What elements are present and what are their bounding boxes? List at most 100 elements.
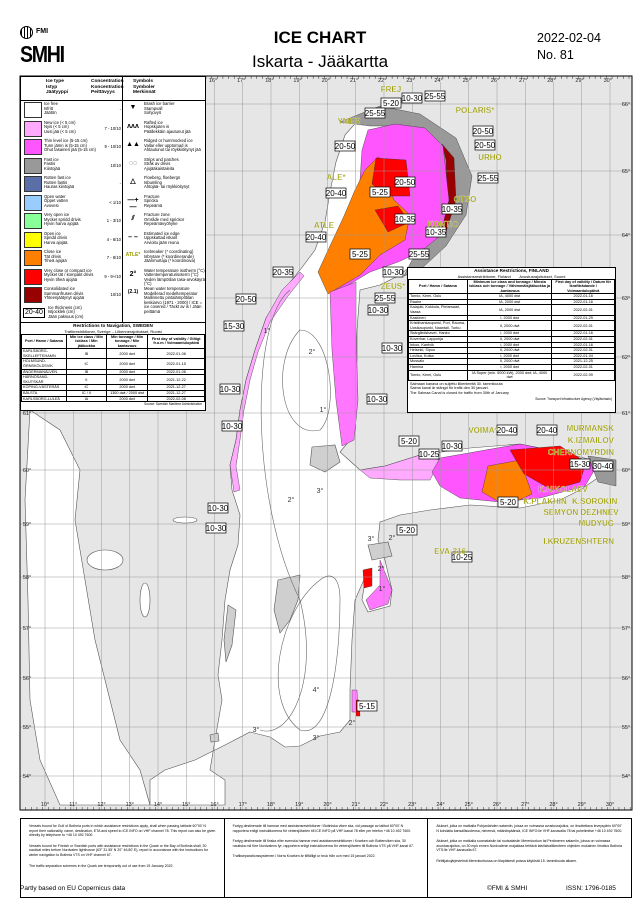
table-cell: IA, 4000 dwt — [466, 293, 553, 300]
table-cell: 2022-01-04 — [551, 352, 615, 360]
icebreaker-label: K.IZMAILOV — [568, 436, 615, 445]
isotherm-label: 2° — [389, 534, 396, 542]
ice-thickness-text: 20-50 — [236, 295, 257, 304]
icebreaker-label: VOIMA* — [468, 426, 498, 435]
symbol-label: Mean water temperature Modellerad medelte… — [144, 286, 203, 314]
table-row: Inkoo, Kantvik I, 2000 dwt 2022-01-16 — [408, 341, 615, 349]
longitude-label: 26° — [493, 802, 501, 808]
latitude-label: 55° — [23, 725, 31, 731]
ice-thickness-text: 15-30 — [224, 322, 245, 331]
legend-row: New ice (< 5 cm) Nyis (< 5 cm) Uusi jää (<… — [21, 120, 205, 139]
longitude-label: 12° — [97, 802, 105, 808]
isotherm-label: 3° — [368, 535, 375, 543]
legend-header-rule — [21, 100, 205, 101]
symbol-label: Strips and patches Stråk av drivis Ajojääk… — [144, 156, 179, 171]
legend-header-ice-type: Ice type Istyp Jäätyyppi — [46, 79, 69, 95]
table-row: Loviisa, Kotka I, 2000 dwt 2022-01-04 — [408, 352, 615, 360]
ice-thickness-text: 5-20 — [383, 99, 400, 108]
legend-row: Consolidated ice Sammanfrusen drivis Yhtee… — [21, 286, 205, 313]
table-cell: 2000 dwt — [105, 358, 149, 370]
ice-thickness-label: 10-30 — [367, 304, 389, 316]
ice-thickness-text: 25-55 — [425, 92, 446, 101]
latitude-label: 54° — [622, 774, 630, 780]
longitude-label: 16° — [209, 78, 217, 84]
finland-table-notes: Saimaan kanava on suljettu liikenteeltä … — [408, 381, 615, 397]
table-cell: 2022-01-15 — [147, 358, 205, 370]
saimaa-note-sv: Saima kanal är stängd för trafik den 30 … — [410, 386, 489, 391]
legend-row: Open ice Spridd drivis Harva ajojää 4 - 6/… — [21, 231, 205, 250]
ice-type-swatch — [24, 194, 42, 211]
table-row: ÅNGERMANÄLVEN IB 2000 dwt 2022-01-06 — [20, 368, 205, 376]
longitude-label: 26° — [491, 78, 499, 84]
table-cell: 2022-01-16 — [551, 330, 615, 337]
latitude-label: 65° — [622, 169, 630, 175]
table-cell: 2021-12-22 — [147, 374, 205, 386]
ice-thickness-text: 10-35 — [426, 228, 447, 237]
ice-thickness-text: 20-40 — [497, 426, 518, 435]
ice-thickness-text: 10-30 — [206, 524, 227, 533]
ice-thickness-text: 10-30 — [222, 422, 243, 431]
ice-type-swatch — [24, 102, 42, 118]
very-close-ice-gulf-riga — [362, 567, 373, 589]
table-cell: 2000 dwt — [105, 348, 149, 360]
longitude-label: 25° — [463, 78, 471, 84]
ice-thickness-text: 10-30 — [208, 504, 229, 513]
ice-concentration: 10/10 — [110, 162, 121, 168]
longitude-label: 21° — [352, 802, 360, 808]
legend-row: Very open ice Mycket spridd drivis Hyvin h… — [21, 212, 205, 231]
longitude-label: 20° — [322, 78, 330, 84]
ice-thickness-label: 5-15 — [356, 700, 378, 712]
ice-thickness-text: 10-30 — [402, 94, 423, 103]
finland-table-subtitle: Assistansrestriktioner, Finland Avustusr… — [457, 273, 566, 279]
latitude-label: 64° — [622, 233, 630, 239]
longitude-label: 23° — [408, 802, 416, 808]
column-header: First day of validity / Giltigt fr.o.m /… — [147, 333, 205, 350]
legend-row: Ice free Isfritt Jäätön - ▼ Brash ice barri… — [21, 101, 205, 120]
ice-thickness-label: 5-25 — [349, 248, 371, 260]
ice-thickness-text: 15-30 — [570, 460, 591, 469]
table-cell: II, 2000 dwt — [466, 336, 553, 343]
table-cell: 2022-02-01 — [551, 320, 615, 332]
ice-type-swatch — [24, 268, 42, 285]
table-cell: IC — [66, 384, 107, 391]
icebreaker-label: FREJ — [381, 85, 401, 94]
ice-type-label: Consolidated ice Sammanfrusen drivis Yhtee… — [44, 286, 85, 300]
ice-thickness-text: 20-50 — [335, 142, 356, 151]
smhi-logo-text: SMHI — [20, 41, 65, 67]
brash-barrier-icon: ▼ — [129, 104, 137, 111]
longitude-label: 30° — [604, 78, 612, 84]
symbol-label: Fracture Spricka Repeämä — [144, 193, 163, 208]
ice-thickness-text: 10-35 — [395, 215, 416, 224]
longitude-label: 21° — [350, 78, 358, 84]
sweden-table-source: Source: Swedish Maritime Administration — [144, 402, 202, 407]
sweden-table-title: Restrictions to Navigation, SWEDEN — [73, 323, 153, 328]
ice-thickness-label: 30-40 — [592, 460, 614, 472]
longitude-label: 17° — [239, 802, 247, 808]
longitude-label: 24° — [434, 78, 442, 84]
ice-thickness-text: 25-55 — [375, 294, 396, 303]
table-cell: Loviisa, Kotka — [408, 352, 468, 360]
longitude-label: 24° — [436, 802, 444, 808]
table-cell: HÄRNÖSAND-SKUTSKÄR — [20, 374, 68, 386]
latitude-label: 55° — [622, 725, 630, 731]
table-cell: I, 2000 dwt — [466, 341, 553, 349]
table-cell: 2022-02-01 — [551, 347, 615, 354]
ice-thickness-label: 10-30 — [401, 92, 423, 104]
ice-thickness-label: 10-25 — [418, 448, 440, 460]
table-cell: 2021-12-27 — [147, 384, 205, 391]
longitude-label: 27° — [519, 78, 527, 84]
sweden-table: Port / Hamn / Satama Min ice class / Min … — [20, 333, 205, 403]
ice-thickness-text: 5-15 — [359, 702, 376, 711]
isotherm-label: 2° — [309, 348, 316, 356]
ice-concentration: 4 - 6/10 — [106, 236, 121, 242]
column-header: Minimum ice class and tonnage / Minsta i… — [466, 278, 553, 295]
table-cell: Tornio, Kemi, Oulu — [408, 369, 468, 381]
table-cell: KARLSBORG-LULEÅ — [20, 395, 68, 403]
ice-thickness-label: 15-30 — [223, 320, 245, 332]
ice-thickness-label: 15-30 — [569, 458, 591, 470]
longitude-label: 29° — [575, 78, 583, 84]
isotherm-label: 3° — [317, 487, 324, 495]
longitude-label: 11° — [69, 802, 77, 808]
symbol-label: Icebreaker (* coordinating) Isbrytare (* … — [144, 249, 196, 263]
saaremaa — [367, 541, 393, 561]
